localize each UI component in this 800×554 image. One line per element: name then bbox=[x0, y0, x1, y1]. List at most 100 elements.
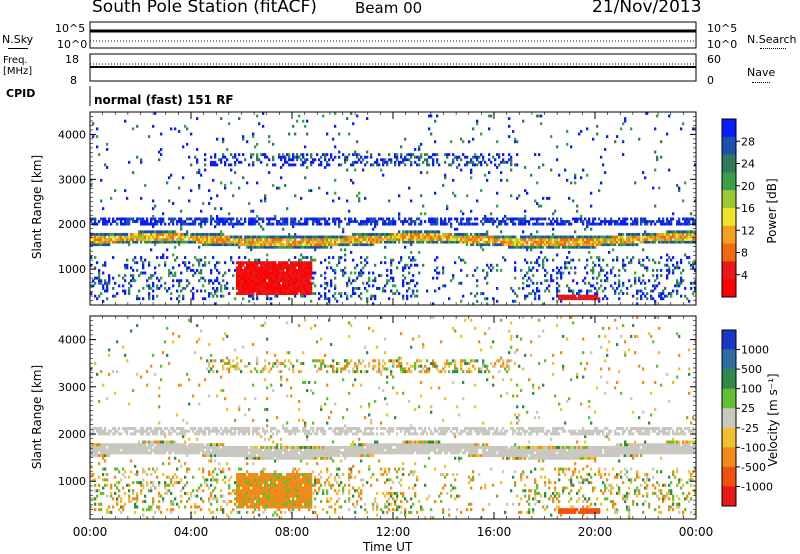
data-cell bbox=[360, 297, 363, 301]
data-cell bbox=[174, 245, 177, 249]
data-cell bbox=[412, 289, 415, 293]
data-cell bbox=[146, 232, 149, 236]
data-cell bbox=[516, 140, 519, 144]
data-cell bbox=[610, 271, 613, 275]
data-cell bbox=[140, 158, 143, 162]
data-cell bbox=[310, 266, 313, 270]
data-cell bbox=[302, 153, 305, 157]
data-cell bbox=[276, 240, 279, 244]
data-cell bbox=[418, 240, 421, 244]
data-cell bbox=[420, 194, 423, 198]
data-cell bbox=[252, 266, 255, 270]
data-cell bbox=[326, 222, 329, 226]
data-cell bbox=[644, 232, 647, 236]
data-cell bbox=[264, 194, 267, 198]
data-cell bbox=[106, 483, 109, 487]
data-cell bbox=[604, 171, 607, 175]
data-cell bbox=[154, 220, 157, 223]
data-cell bbox=[182, 429, 185, 433]
data-cell bbox=[214, 302, 217, 306]
data-cell bbox=[190, 448, 193, 452]
data-cell bbox=[554, 220, 557, 223]
data-cell bbox=[294, 163, 297, 167]
data-cell bbox=[518, 222, 521, 226]
data-cell bbox=[208, 279, 211, 283]
data-cell bbox=[204, 240, 207, 244]
data-cell bbox=[306, 256, 309, 259]
data-cell bbox=[398, 292, 401, 295]
data-cell bbox=[488, 158, 491, 162]
data-cell bbox=[386, 235, 389, 239]
data-cell bbox=[610, 238, 613, 241]
data-cell bbox=[464, 240, 467, 244]
data-cell bbox=[400, 153, 403, 157]
data-cell bbox=[414, 258, 417, 262]
data-cell bbox=[678, 240, 681, 244]
data-cell bbox=[440, 240, 443, 244]
data-cell bbox=[228, 268, 231, 272]
data-cell bbox=[386, 222, 389, 226]
data-cell bbox=[208, 189, 211, 193]
data-cell bbox=[132, 235, 135, 239]
data-cell bbox=[408, 235, 411, 239]
data-cell bbox=[406, 281, 409, 285]
data-cell bbox=[212, 448, 215, 452]
data-cell bbox=[260, 271, 263, 275]
data-cell bbox=[310, 268, 313, 272]
data-cell bbox=[310, 163, 313, 167]
data-cell bbox=[658, 238, 661, 241]
data-cell bbox=[104, 240, 107, 244]
data-cell bbox=[166, 426, 169, 430]
data-cell bbox=[170, 127, 173, 131]
data-cell bbox=[414, 238, 417, 241]
data-cell bbox=[278, 289, 281, 293]
data-cell bbox=[664, 238, 667, 241]
data-cell bbox=[286, 292, 289, 295]
data-cell bbox=[236, 222, 239, 226]
data-cell bbox=[680, 230, 683, 234]
data-cell bbox=[94, 235, 97, 239]
data-cell bbox=[302, 279, 305, 283]
data-cell bbox=[400, 232, 403, 236]
data-cell bbox=[396, 266, 399, 270]
data-cell bbox=[260, 276, 263, 280]
data-cell bbox=[222, 232, 225, 236]
data-cell bbox=[106, 238, 109, 241]
data-cell bbox=[204, 243, 207, 247]
data-cell bbox=[124, 274, 127, 277]
data-cell bbox=[332, 158, 335, 162]
data-cell bbox=[566, 130, 569, 133]
data-cell bbox=[172, 217, 175, 221]
data-cell bbox=[260, 274, 263, 277]
data-cell bbox=[122, 426, 125, 430]
data-cell bbox=[546, 245, 549, 249]
data-cell bbox=[558, 173, 561, 177]
data-cell bbox=[306, 284, 309, 288]
data-cell bbox=[264, 276, 267, 280]
data-cell bbox=[370, 163, 373, 167]
data-cell bbox=[344, 238, 347, 241]
data-cell bbox=[90, 445, 93, 449]
data-cell bbox=[348, 235, 351, 239]
data-cell bbox=[532, 238, 535, 241]
data-cell bbox=[360, 271, 363, 275]
data-cell bbox=[252, 153, 255, 157]
data-cell bbox=[314, 245, 317, 249]
data-cell bbox=[196, 117, 199, 121]
data-cell bbox=[278, 153, 281, 157]
data-cell bbox=[350, 163, 353, 167]
data-cell bbox=[680, 281, 683, 285]
data-cell bbox=[606, 279, 609, 283]
data-cell bbox=[104, 478, 107, 482]
data-cell bbox=[254, 279, 257, 283]
data-cell bbox=[206, 426, 209, 430]
data-cell bbox=[358, 196, 361, 200]
data-cell bbox=[196, 158, 199, 162]
data-cell bbox=[366, 297, 369, 301]
data-cell bbox=[384, 232, 387, 236]
data-cell bbox=[310, 240, 313, 244]
data-cell bbox=[106, 289, 109, 293]
data-cell bbox=[286, 160, 289, 164]
data-cell bbox=[304, 271, 307, 275]
data-cell bbox=[138, 451, 141, 455]
